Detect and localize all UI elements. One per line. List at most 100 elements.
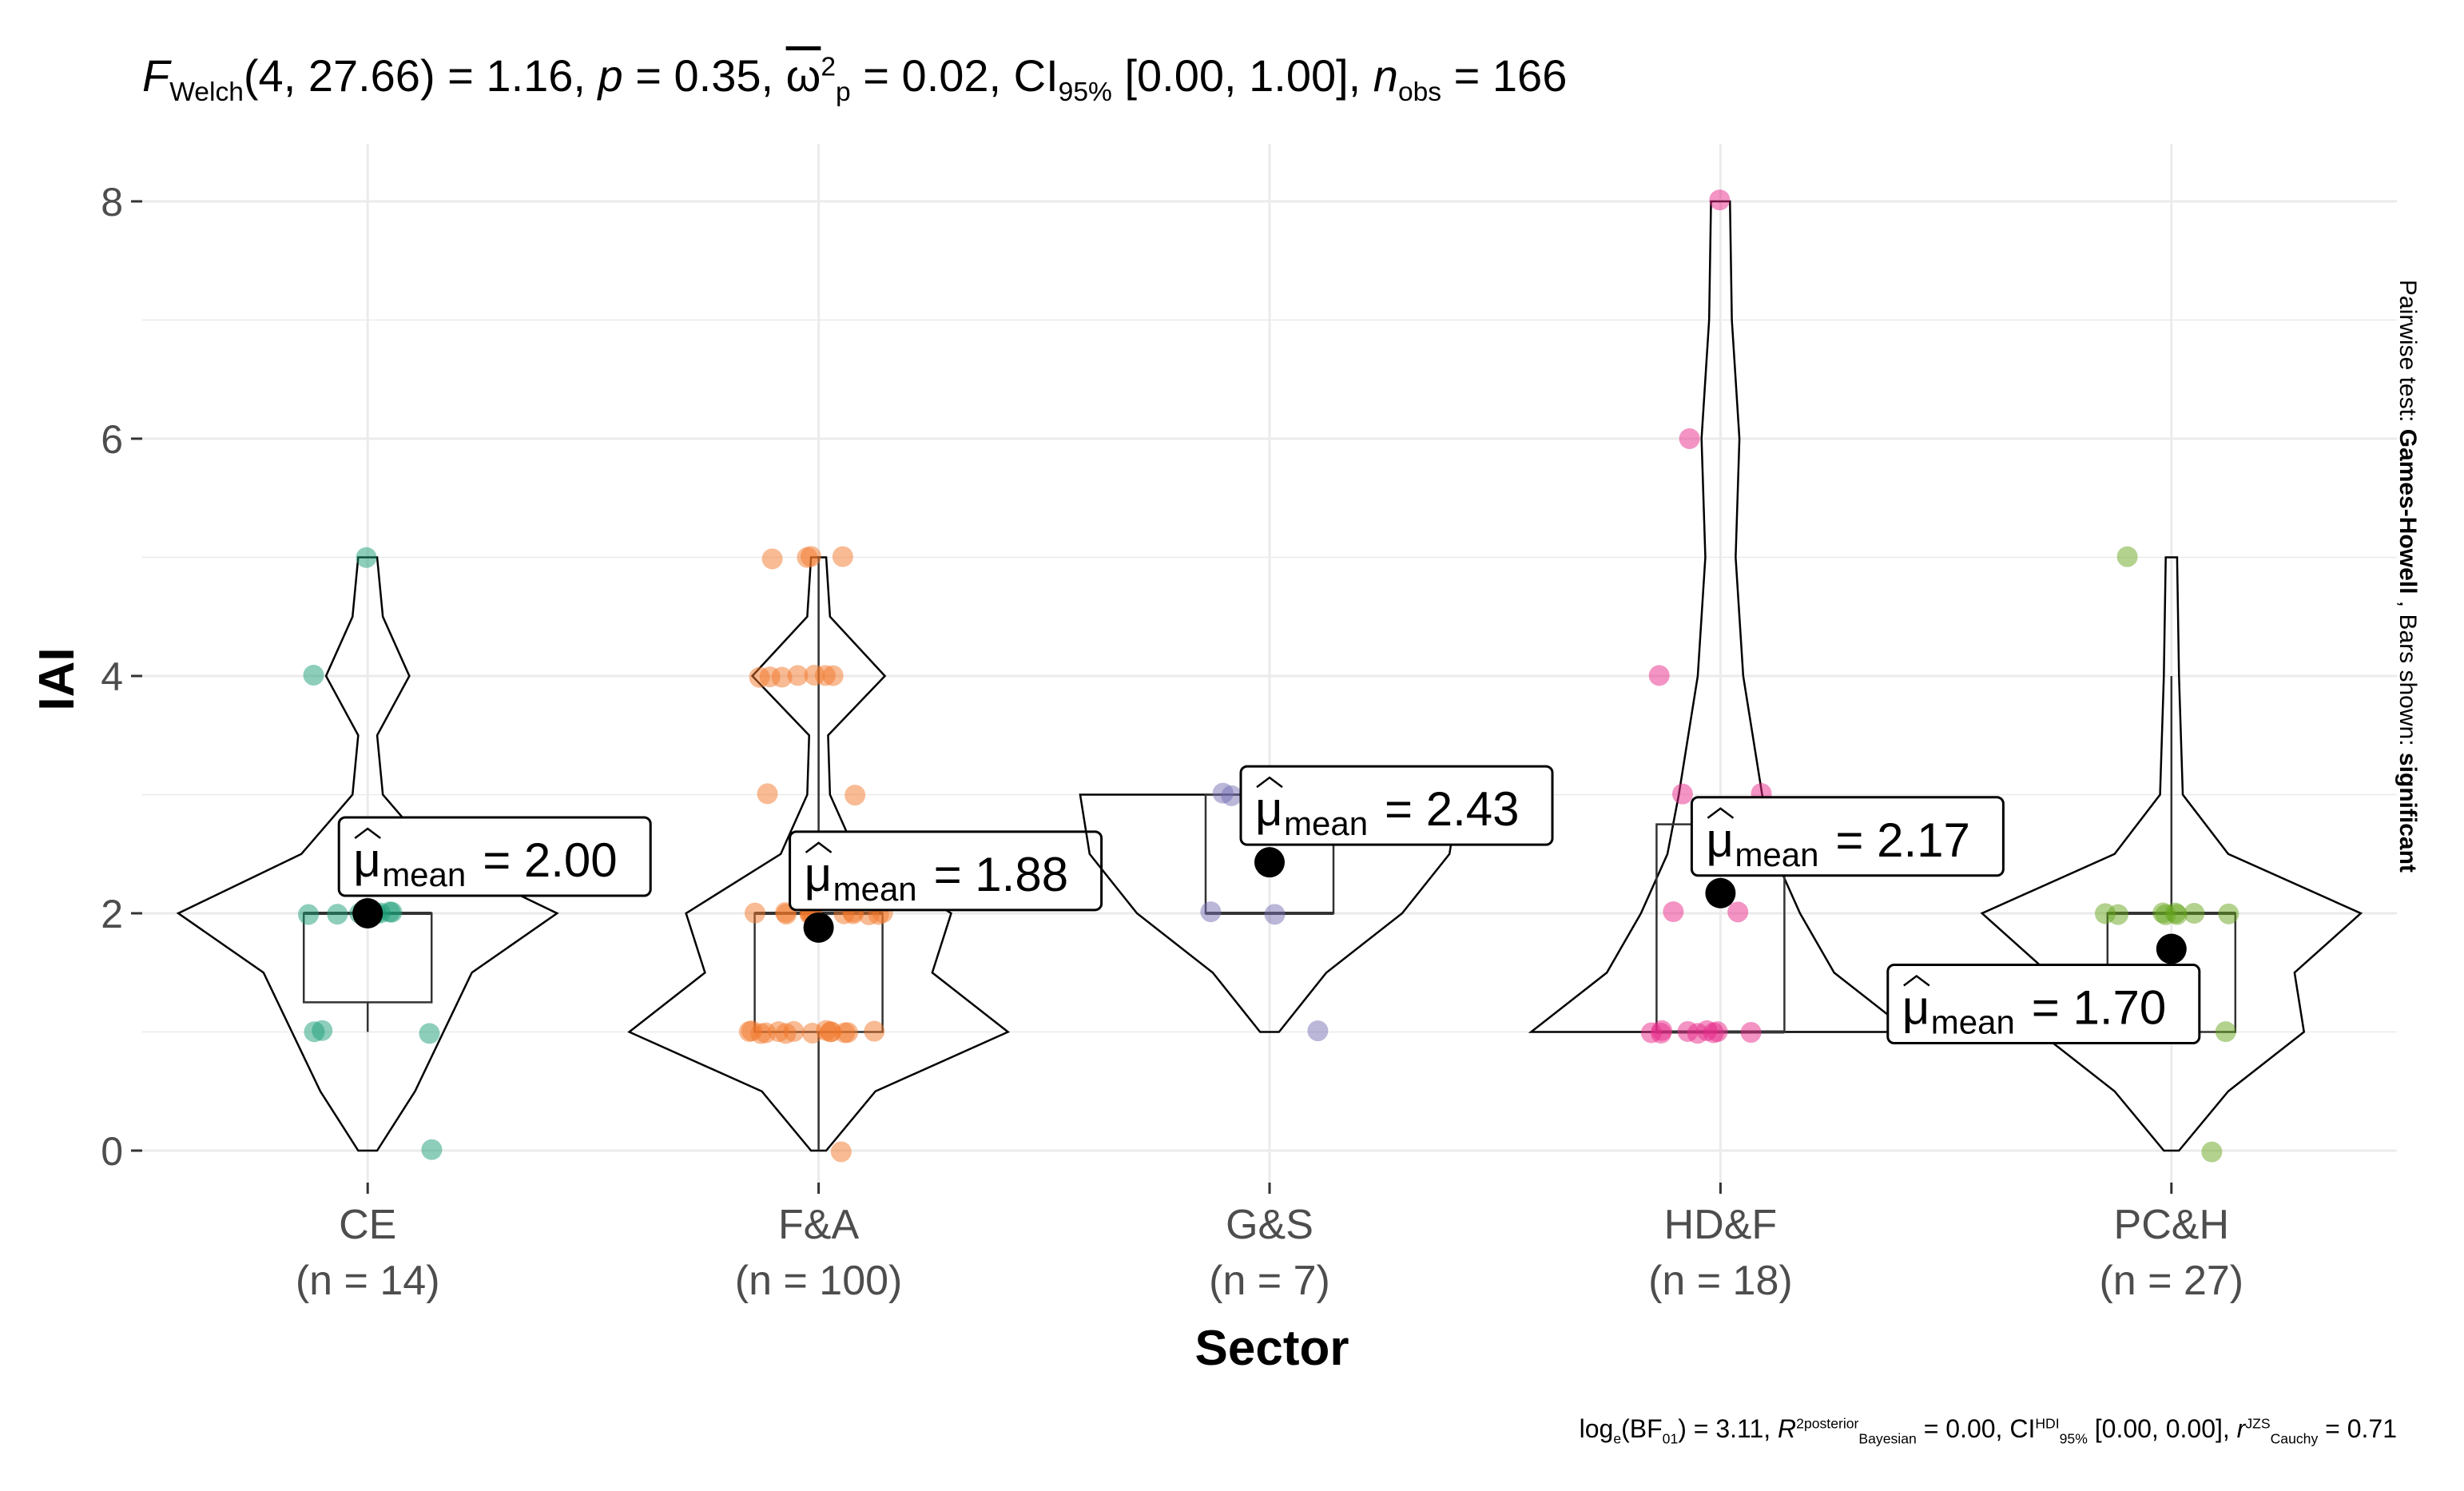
x-tick-label: CE [339,1202,396,1248]
group-hdf: μ mean = 2.17 [1528,189,2005,1044]
data-point [761,548,783,570]
x-tick-n-label: (n = 100) [735,1258,903,1304]
data-point [1264,904,1286,925]
pairwise-prefix: Pairwise test: [2394,280,2421,429]
x-tick-label: F&A [778,1202,859,1248]
violin [1079,793,1461,1033]
p-text: = 0.35, [622,50,786,101]
x-axis-label: Sector [1195,1321,1349,1376]
data-point [1663,901,1684,923]
mean-label-hat [1707,807,1735,819]
mean-label: μ mean = 1.88 [789,830,1103,912]
data-point [303,664,324,686]
pairwise-shown: significant [2394,752,2421,873]
mean-label-box [1886,964,2201,1045]
data-point [757,783,778,805]
data-point [804,664,825,686]
data-point [845,785,866,806]
y-tick-label: 2 [101,892,123,936]
bayes-r-symbol: R [1778,1414,1797,1443]
data-point [356,547,377,568]
statistics-header: FWelch(4, 27.66) = 1.16, p = 0.35, ω2p =… [142,50,1567,108]
mean-label-symbol: μ [805,848,833,901]
bayes-sub2: 01 [1662,1430,1679,1447]
mean-label-box [789,830,1103,912]
mean-label-hat [805,841,833,853]
data-point [2116,546,2138,567]
mean-label-box [337,816,652,897]
bayes-ci-sub: 95% [2059,1430,2088,1447]
test-sub: Welch [169,78,244,108]
mean-point [2156,933,2187,964]
mean-label-box [1690,796,2005,877]
bayes-r2-sub: Cauchy [2270,1430,2319,1447]
mean-label-sub: mean [382,856,466,893]
data-point [2155,904,2176,925]
data-point [1200,901,1222,923]
data-point [1671,783,1693,805]
mean-point [1254,847,1285,878]
y-tick-label: 0 [101,1129,123,1174]
data-point [2201,1141,2223,1163]
mean-label-sub: mean [1735,836,1818,873]
bayes-r2-symbol: r [2236,1414,2246,1443]
bayes-r-sub: Bayesian [1858,1430,1917,1447]
data-point [1651,1020,1672,1041]
mean-label-symbol: μ [1706,813,1734,867]
test-symbol: F [142,50,170,101]
data-point [2218,903,2239,924]
mean-label: μ mean = 2.43 [1239,765,1554,846]
data-point [304,1021,325,1043]
mean-label-value: = 1.70 [2032,981,2167,1035]
n-symbol: n [1373,50,1398,101]
data-point [749,666,770,688]
y-tick-label: 8 [101,180,123,225]
mean-label-symbol: μ [353,833,381,887]
mean-label-value: = 2.43 [1385,782,1520,836]
mean-label-hat [1903,974,1930,987]
x-tick-label: G&S [1226,1202,1313,1248]
data-point [2215,1021,2236,1043]
x-tick-label: PC&H [2114,1202,2229,1248]
bayes-text3: ) = 3.11, [1678,1414,1778,1443]
groups: μ mean = 2.00 μ mean = 1.88μ mean = 2.43μ mean = … [176,189,2363,1163]
ci-sub: 95% [1058,78,1112,108]
n-sub: obs [1397,78,1442,108]
p-symbol: p [598,50,623,101]
effect-sub: p [836,78,851,108]
bayes-text1: log [1579,1414,1614,1443]
data-point [419,1023,440,1044]
data-point [1677,1020,1699,1042]
bayes-text4: = 0.00, CI [1916,1414,2036,1443]
data-point [741,1020,762,1042]
x-axis-ticks: CE (n = 14) F&A (n = 100) G&S (n = 7) HD&F (n =… [296,1183,2243,1304]
ci-text: [0.00, 1.00], [1111,50,1373,101]
pairwise-middle: , Bars shown: [2394,594,2421,753]
y-axis-label: IAI [30,647,85,710]
mean-label-value: = 2.00 [483,833,618,887]
data-point [1679,427,1700,449]
pairwise-method: Games-Howell [2394,428,2421,594]
data-point [801,1022,823,1044]
effect-sup: 2 [821,52,837,82]
mean-point [352,898,384,928]
x-tick-n-label: (n = 7) [1209,1258,1330,1304]
mean-label-sub: mean [1284,805,1368,842]
bayes-text5: [0.00, 0.00], [2087,1414,2237,1443]
x-tick-n-label: (n = 14) [296,1258,440,1304]
mean-label-value: = 2.17 [1835,813,1970,867]
bayes-text2: (BF [1621,1414,1663,1443]
mean-label-symbol: μ [1902,981,1930,1035]
data-point [1709,189,1731,211]
data-point [775,1023,797,1044]
group-pch: μ mean = 1.70 [1886,546,2363,1163]
group-fa: μ mean = 1.88 [627,546,1103,1163]
data-point [864,1020,885,1042]
mean-label-hat [1256,776,1283,789]
data-point [1703,1022,1724,1044]
mean-label: μ mean = 1.70 [1886,964,2201,1045]
data-point [822,665,844,686]
mean-label-sub: mean [1931,1004,2015,1041]
data-point [832,546,853,567]
